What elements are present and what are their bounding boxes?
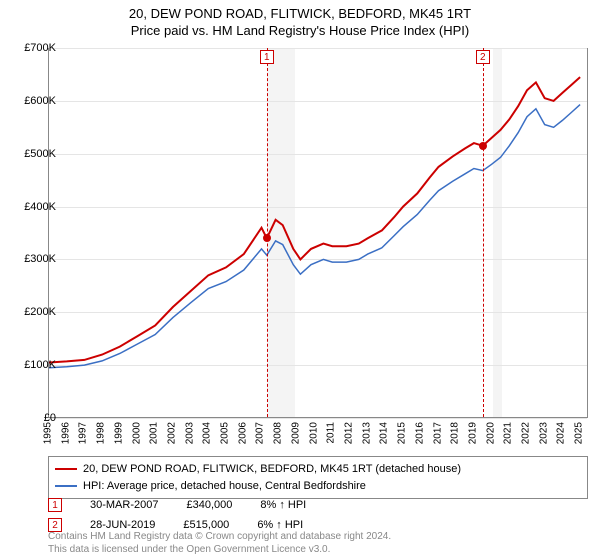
x-axis-label: 2024 xyxy=(556,422,567,444)
y-axis-label: £300K xyxy=(8,253,56,265)
x-axis-label: 2020 xyxy=(485,422,496,444)
sale-row-1: 1 30-MAR-2007 £340,000 8% ↑ HPI xyxy=(48,498,588,512)
x-axis-label: 2004 xyxy=(202,422,213,444)
footer: Contains HM Land Registry data © Crown c… xyxy=(48,530,391,556)
legend-box: 20, DEW POND ROAD, FLITWICK, BEDFORD, MK… xyxy=(48,456,588,499)
legend-row-property: 20, DEW POND ROAD, FLITWICK, BEDFORD, MK… xyxy=(55,461,581,478)
x-axis-label: 2025 xyxy=(574,422,585,444)
x-axis-label: 2023 xyxy=(538,422,549,444)
sale-price-1: £340,000 xyxy=(186,499,232,511)
x-axis-label: 2009 xyxy=(290,422,301,444)
sale-date-1: 30-MAR-2007 xyxy=(90,499,158,511)
x-axis-label: 2012 xyxy=(343,422,354,444)
sale-marker-1: 1 xyxy=(48,498,62,512)
x-axis-label: 2019 xyxy=(467,422,478,444)
x-axis-label: 2014 xyxy=(379,422,390,444)
sale-vline xyxy=(267,48,268,417)
sale-marker-box: 2 xyxy=(476,50,490,64)
series-hpi xyxy=(49,105,580,368)
sale-delta-1: 8% ↑ HPI xyxy=(260,499,306,511)
gridline-h xyxy=(49,418,587,419)
legend-label-property: 20, DEW POND ROAD, FLITWICK, BEDFORD, MK… xyxy=(83,461,461,478)
x-axis-label: 2017 xyxy=(432,422,443,444)
x-axis-label: 2005 xyxy=(220,422,231,444)
x-axis-label: 2016 xyxy=(414,422,425,444)
x-axis-label: 1999 xyxy=(113,422,124,444)
x-axis-label: 2002 xyxy=(166,422,177,444)
sale-marker-box: 1 xyxy=(260,50,274,64)
series-property xyxy=(49,77,580,362)
x-axis-label: 2013 xyxy=(361,422,372,444)
y-axis-label: £100K xyxy=(8,359,56,371)
x-axis-label: 2021 xyxy=(503,422,514,444)
x-axis-label: 1996 xyxy=(60,422,71,444)
chart-bg: 12 xyxy=(49,48,587,417)
title-sub: Price paid vs. HM Land Registry's House … xyxy=(0,23,600,40)
x-axis-label: 2010 xyxy=(308,422,319,444)
x-axis-label: 2015 xyxy=(397,422,408,444)
sale-vline xyxy=(483,48,484,417)
x-axis-label: 2018 xyxy=(450,422,461,444)
chart-container: 20, DEW POND ROAD, FLITWICK, BEDFORD, MK… xyxy=(0,0,600,560)
title-block: 20, DEW POND ROAD, FLITWICK, BEDFORD, MK… xyxy=(0,0,600,40)
legend-row-hpi: HPI: Average price, detached house, Cent… xyxy=(55,478,581,495)
x-axis-label: 2001 xyxy=(149,422,160,444)
x-axis-label: 1998 xyxy=(96,422,107,444)
x-axis-label: 2008 xyxy=(273,422,284,444)
x-axis-label: 2011 xyxy=(326,422,337,444)
sale-dot xyxy=(263,234,271,242)
y-axis-label: £400K xyxy=(8,201,56,213)
y-axis-label: £700K xyxy=(8,42,56,54)
x-axis-label: 2007 xyxy=(255,422,266,444)
legend-swatch-hpi xyxy=(55,485,77,487)
y-axis-label: £200K xyxy=(8,306,56,318)
chart-area: 12 xyxy=(48,48,588,418)
chart-lines xyxy=(49,48,589,418)
footer-line-2: This data is licensed under the Open Gov… xyxy=(48,543,391,556)
footer-line-1: Contains HM Land Registry data © Crown c… xyxy=(48,530,391,543)
y-axis-label: £500K xyxy=(8,148,56,160)
y-axis-label: £600K xyxy=(8,95,56,107)
x-axis-label: 2000 xyxy=(131,422,142,444)
title-main: 20, DEW POND ROAD, FLITWICK, BEDFORD, MK… xyxy=(0,6,600,23)
x-axis-label: 1997 xyxy=(78,422,89,444)
x-axis-label: 2003 xyxy=(184,422,195,444)
x-axis-label: 2006 xyxy=(237,422,248,444)
x-axis-label: 2022 xyxy=(521,422,532,444)
sale-dot xyxy=(479,142,487,150)
legend-swatch-property xyxy=(55,468,77,470)
legend-label-hpi: HPI: Average price, detached house, Cent… xyxy=(83,478,366,495)
x-axis-label: 1995 xyxy=(43,422,54,444)
